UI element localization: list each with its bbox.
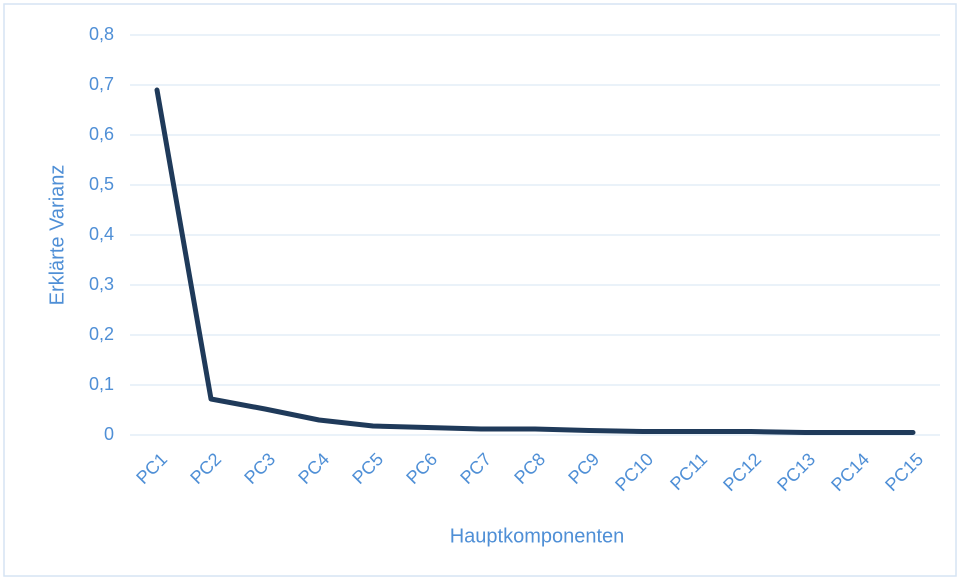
y-tick-label: 0,1 xyxy=(89,374,114,394)
y-axis-title: Erklärte Varianz xyxy=(46,165,68,306)
y-tick-label: 0,7 xyxy=(89,74,114,94)
y-tick-label: 0,8 xyxy=(89,24,114,44)
y-tick-label: 0,6 xyxy=(89,124,114,144)
y-tick-label: 0 xyxy=(104,424,114,444)
y-tick-label: 0,3 xyxy=(89,274,114,294)
y-tick-label: 0,5 xyxy=(89,174,114,194)
data-line xyxy=(154,87,916,435)
y-tick-label: 0,4 xyxy=(89,224,114,244)
x-axis-title: Hauptkomponenten xyxy=(450,525,625,547)
chart-border xyxy=(3,3,957,577)
y-tick-label: 0,2 xyxy=(89,324,114,344)
